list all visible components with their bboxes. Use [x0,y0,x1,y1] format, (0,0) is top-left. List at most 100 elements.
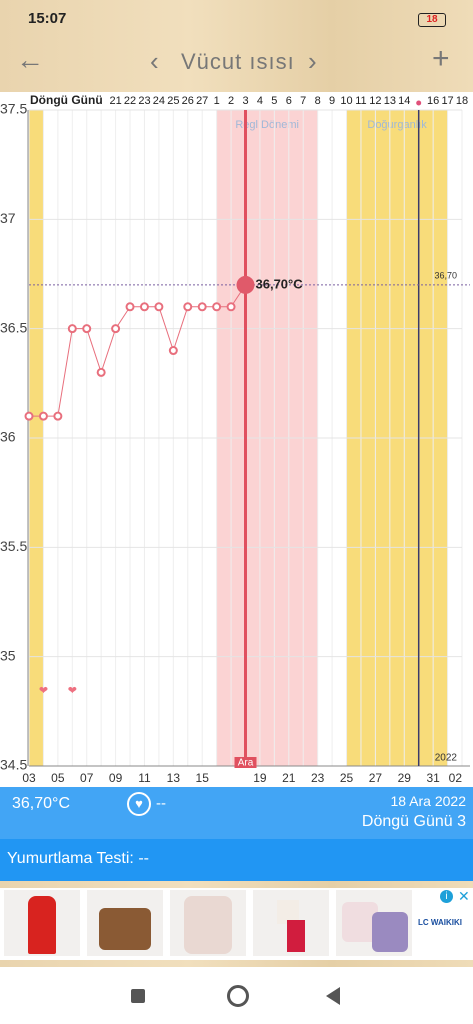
band-label: Regl Dönemi [235,119,299,131]
x-tick-label: 27 [369,771,383,785]
nav-back[interactable] [326,987,340,1005]
x-tick-label: 07 [80,771,94,785]
cycle-day: 1 [214,95,220,107]
info-date: 18 Ara 2022 [390,793,466,809]
ad-product [4,890,80,956]
temperature-point [96,367,106,377]
cycle-day: 10 [340,95,352,107]
back-button[interactable]: ← [16,44,44,75]
next-button[interactable]: › [308,46,317,76]
nav-home[interactable] [227,985,249,1007]
cycle-day: 21 [109,95,121,107]
x-tick-label: 15 [196,771,210,785]
ovulation-dot [416,100,422,106]
cycle-day: 26 [182,95,194,107]
x-tick-label: 13 [167,771,181,785]
screen-title: Vücut ısısı [181,49,295,74]
x-tick-label: 02 [449,771,463,785]
cycle-day: 9 [329,95,335,107]
status-time: 15:07 [28,10,67,27]
cycle-day: 4 [257,95,263,107]
ad-close[interactable]: ✕ [458,888,470,904]
x-tick-label: 19 [253,771,267,785]
cycle-day: 7 [300,95,306,107]
heart-icon[interactable]: ♥ [127,792,151,816]
cycle-day: 6 [286,95,292,107]
selected-point [236,275,255,294]
cycle-day: 14 [398,95,410,107]
y-tick-label: 36.5 [0,319,27,335]
temperature-point [125,302,135,312]
temperature-point [139,302,149,312]
cycle-day: 24 [153,95,165,107]
ad-product [170,890,246,956]
heart: ❤ [39,685,48,697]
cycle-day: 3 [242,95,248,107]
reference-label: 36,70 [434,270,457,280]
ad-brand: LC WAIKIKI [418,918,462,927]
info-panel: 36,70°C ♥ -- 18 Ara 2022 Döngü Günü 3 [0,787,473,839]
temperature-point [67,324,77,334]
cycle-day: 27 [196,95,208,107]
y-tick-label: 37.5 [0,101,27,117]
x-tick-label: 05 [51,771,65,785]
cycle-day: 2 [228,95,234,107]
chart: Regl Dönemi Doğurganlık34.53535.53636.537… [0,92,473,787]
info-cycle-day: Döngü Günü 3 [361,813,466,830]
cycle-day: 22 [124,95,136,107]
x-tick-label: 11 [138,771,151,785]
y-tick-label: 34.5 [0,757,27,773]
x-tick-label: 29 [398,771,412,785]
cycle-day: 8 [315,95,321,107]
cycle-day: 18 [456,95,468,107]
cycle-day: 16 [427,95,439,107]
x-tick-label: 25 [340,771,354,785]
cycle-day: 12 [369,95,381,107]
ad-product [336,890,412,956]
temperature-point [168,346,178,356]
info-note: -- [156,795,166,812]
temperature-point [24,411,34,421]
ad-info[interactable]: i [440,890,453,903]
info-temperature: 36,70°C [12,795,70,812]
x-tick-label: 03 [22,771,36,785]
year-label: 2022 [435,753,458,764]
prev-button[interactable]: ‹ [150,46,159,76]
nav-bar [0,967,473,1024]
battery: 18 [418,13,446,27]
ovulation-test: Yumurtlama Testi: -- [7,850,149,867]
temperature-point [82,324,92,334]
cycle-day: 13 [384,95,396,107]
y-tick-label: 35.5 [0,538,27,554]
ovulation-panel[interactable]: Yumurtlama Testi: -- [0,839,473,881]
temperature-line [29,284,246,417]
y-tick-label: 35 [0,647,16,663]
y-tick-label: 36 [0,429,16,445]
ad-product [87,890,163,956]
month-label-bg [234,757,257,768]
x-tick-label: 09 [109,771,123,785]
band-label: Doğurganlık [367,119,427,131]
cycle-day: 5 [271,95,277,107]
cycle-day: 11 [355,95,366,107]
x-tick-label: 31 [426,771,440,785]
x-tick-label: 21 [282,771,296,785]
nav-recent[interactable] [131,989,145,1003]
ad-banner[interactable]: LC WAIKIKI i ✕ [0,888,473,960]
temperature-point [53,411,63,421]
cycle-day: 25 [167,95,179,107]
heart: ❤ [68,685,77,697]
temperature-point [212,302,222,312]
value-label: 36,70°C [256,276,304,291]
temperature-point [111,324,121,334]
temperature-point [183,302,193,312]
month-label: Ara [238,758,254,769]
temperature-point [197,302,207,312]
cycle-day: 23 [138,95,150,107]
temperature-point [38,411,48,421]
temperature-point [226,302,236,312]
add-button[interactable]: + [432,42,450,75]
y-tick-label: 37 [0,210,16,226]
temperature-point [154,302,164,312]
